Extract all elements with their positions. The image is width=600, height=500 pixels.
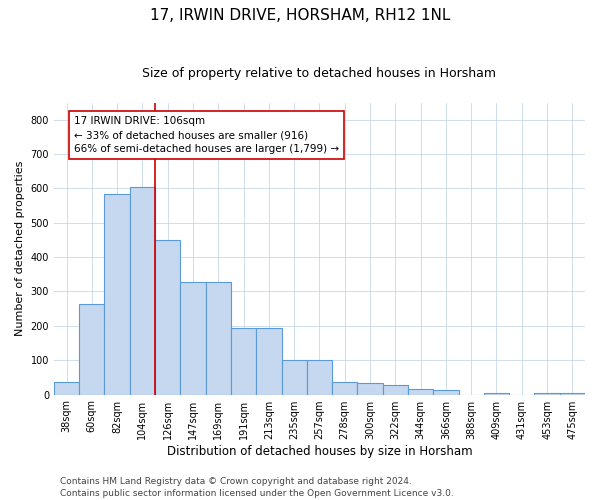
Bar: [535, 393, 560, 394]
Bar: [256, 328, 281, 394]
X-axis label: Distribution of detached houses by size in Horsham: Distribution of detached houses by size …: [167, 444, 472, 458]
Y-axis label: Number of detached properties: Number of detached properties: [15, 161, 25, 336]
Bar: [560, 393, 585, 394]
Bar: [54, 382, 79, 394]
Bar: [206, 282, 231, 395]
Title: Size of property relative to detached houses in Horsham: Size of property relative to detached ho…: [142, 68, 496, 80]
Bar: [79, 304, 104, 394]
Bar: [231, 328, 256, 394]
Bar: [307, 360, 332, 394]
Text: 17, IRWIN DRIVE, HORSHAM, RH12 1NL: 17, IRWIN DRIVE, HORSHAM, RH12 1NL: [150, 8, 450, 22]
Bar: [332, 382, 358, 394]
Text: Contains HM Land Registry data © Crown copyright and database right 2024.
Contai: Contains HM Land Registry data © Crown c…: [60, 476, 454, 498]
Bar: [433, 390, 458, 394]
Bar: [358, 382, 383, 394]
Text: 17 IRWIN DRIVE: 106sqm
← 33% of detached houses are smaller (916)
66% of semi-de: 17 IRWIN DRIVE: 106sqm ← 33% of detached…: [74, 116, 339, 154]
Bar: [484, 393, 509, 394]
Bar: [130, 186, 155, 394]
Bar: [281, 360, 307, 394]
Bar: [408, 390, 433, 394]
Bar: [155, 240, 181, 394]
Bar: [383, 385, 408, 394]
Bar: [181, 282, 206, 395]
Bar: [104, 194, 130, 394]
